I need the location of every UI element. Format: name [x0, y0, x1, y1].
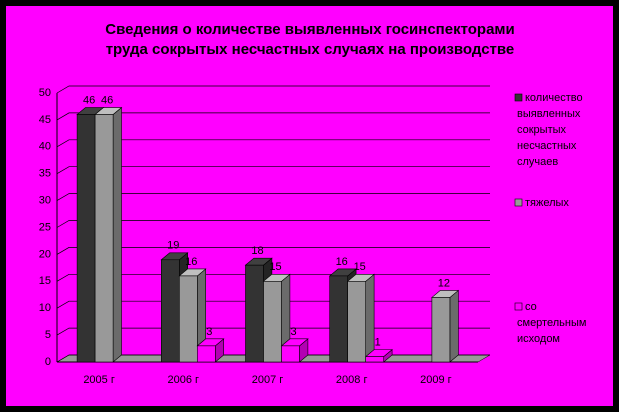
bar [364, 348, 393, 363]
chart-title: труда сокрытых несчастных случаях на про… [106, 41, 515, 58]
grid-line [56, 139, 490, 148]
y-tick-label: 10 [39, 302, 51, 314]
value-label: 16 [185, 256, 197, 268]
bar-side [112, 106, 122, 363]
legend-label: со смертельным исходом [517, 301, 586, 345]
value-label: 46 [83, 94, 95, 106]
bar [431, 289, 460, 363]
bar-front [263, 280, 282, 363]
value-label: 15 [269, 261, 281, 273]
value-label: 3 [290, 326, 296, 338]
value-label: 18 [251, 245, 263, 257]
bar [94, 106, 123, 363]
value-label: 15 [354, 261, 366, 273]
chart-title: Сведения о количестве выявленных госинсп… [105, 21, 514, 38]
y-tick-label: 0 [45, 356, 51, 368]
grid-line [56, 85, 490, 94]
bar-front [347, 280, 367, 363]
y-tick-label: 5 [45, 329, 51, 341]
bar [262, 273, 291, 363]
y-tick-label: 40 [39, 141, 51, 153]
x-tick-label: 2008 г [336, 374, 368, 386]
value-label: 12 [438, 277, 450, 289]
y-tick-label: 20 [39, 248, 51, 260]
legend-swatch [514, 302, 523, 311]
bar [178, 268, 207, 363]
bar-side [449, 289, 459, 363]
x-tick-label: 2006 г [168, 374, 200, 386]
bar-front [197, 345, 216, 363]
bar [280, 338, 309, 363]
bar-front [365, 356, 385, 363]
grid-line [56, 166, 490, 175]
bar-front [94, 114, 114, 363]
bar [346, 273, 375, 363]
grid-line [56, 193, 490, 201]
y-tick-label: 50 [39, 87, 51, 99]
x-tick-label: 2005 г [83, 374, 115, 386]
x-tick-label: 2009 г [420, 374, 452, 386]
bar-front [281, 345, 300, 363]
value-label: 46 [101, 94, 113, 106]
bar-front [161, 259, 180, 363]
value-label: 1 [375, 337, 381, 349]
value-label: 3 [206, 326, 212, 338]
y-tick-label: 25 [39, 221, 51, 233]
bar-front [431, 297, 451, 363]
legend-swatch [514, 93, 523, 102]
grid-line [56, 247, 490, 255]
y-tick-label: 15 [39, 275, 51, 287]
value-label: 16 [336, 256, 348, 268]
y-tick-label: 30 [39, 195, 51, 207]
bar-front [245, 264, 264, 363]
bar-front [76, 114, 96, 363]
grid-line [56, 112, 490, 121]
legend-label: количество выявленных сокрытых несчастных сл… [517, 92, 583, 168]
bar-front [329, 275, 349, 363]
grid-line [56, 220, 490, 228]
bar-front [179, 275, 198, 363]
bar [196, 338, 225, 363]
value-label: 19 [167, 240, 179, 252]
bar-side [365, 273, 375, 363]
y-tick-label: 35 [39, 168, 51, 180]
legend-label: тяжелых [525, 197, 569, 209]
x-tick-label: 2007 г [252, 374, 284, 386]
y-tick-label: 45 [39, 114, 51, 126]
legend-swatch [514, 198, 523, 207]
